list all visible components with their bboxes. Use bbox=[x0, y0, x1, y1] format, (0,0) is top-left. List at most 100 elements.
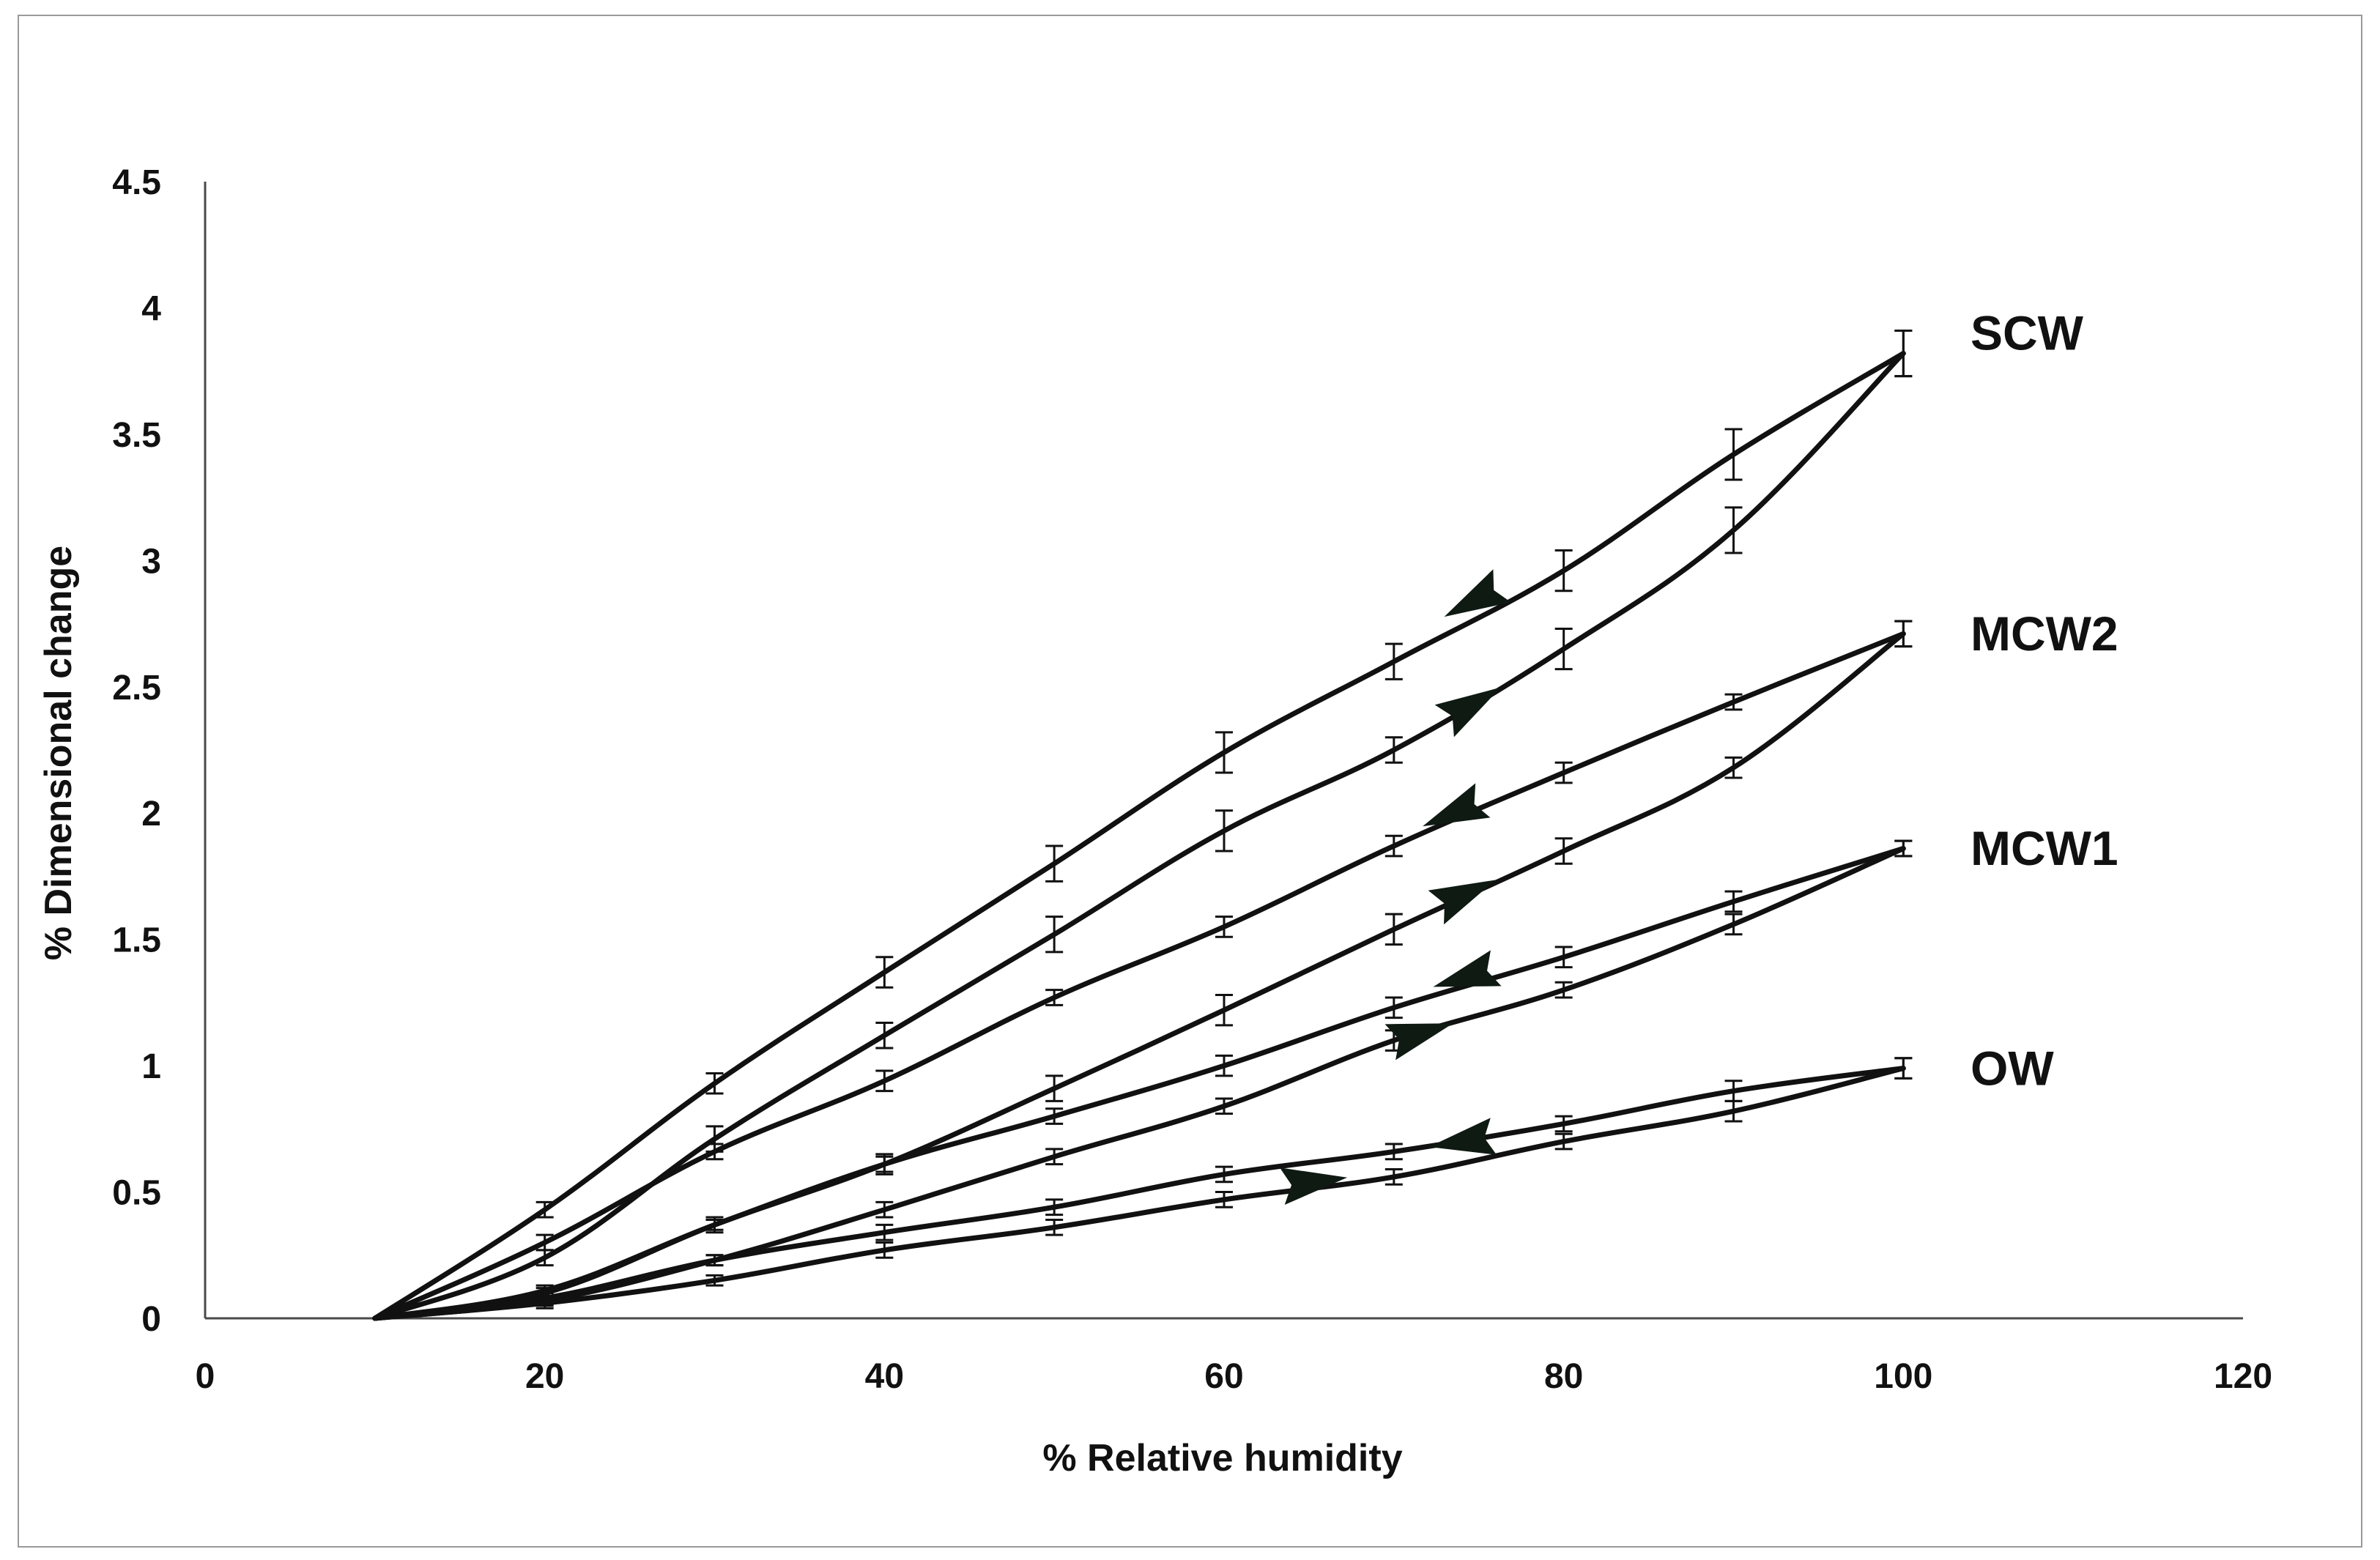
scw-adsorption-error-bar bbox=[1384, 736, 1403, 764]
mcw1-desorption-error-bar bbox=[1724, 890, 1743, 913]
ow-adsorption-arrow bbox=[1279, 1167, 1348, 1205]
series-label-mcw2: MCW2 bbox=[1971, 606, 2118, 661]
y-tick-label: 1 bbox=[141, 1047, 161, 1086]
mcw1-desorption-error-bar bbox=[875, 1155, 894, 1173]
scw-adsorption-error-bar bbox=[1554, 627, 1573, 671]
scw-desorption-arrow bbox=[1444, 569, 1511, 617]
series-label-ow: OW bbox=[1971, 1041, 2054, 1095]
ow-adsorption-error-bar bbox=[1554, 1132, 1573, 1151]
chart-frame bbox=[18, 15, 2362, 1548]
mcw2-desorption-error-bar bbox=[535, 1233, 554, 1252]
scw-adsorption-error-bar bbox=[875, 1021, 894, 1050]
x-tick-labels: 0 20 40 60 80 100 120 bbox=[196, 1357, 2272, 1396]
scw-desorption-error-bar bbox=[1554, 549, 1573, 593]
mcw1-adsorption-error-bar bbox=[1894, 839, 1913, 858]
x-tick-label: 120 bbox=[2214, 1357, 2272, 1396]
scw-adsorption-error-bar bbox=[1215, 809, 1233, 853]
mcw2-desorption-error-bar bbox=[875, 1069, 894, 1093]
scw-desorption-error-bar bbox=[1724, 428, 1743, 481]
mcw1-adsorption-error-bar bbox=[1045, 1148, 1064, 1166]
mcw2-desorption-error-bar bbox=[705, 1143, 724, 1161]
ow-desorption-error-bar bbox=[1045, 1198, 1064, 1217]
scw-adsorption-error-bar bbox=[1724, 506, 1743, 554]
y-tick-label: 4 bbox=[141, 289, 161, 328]
y-axis-title: % Dimensional change bbox=[37, 546, 80, 960]
mcw1-desorption-error-bar bbox=[705, 1218, 724, 1231]
ow-desorption-arrow bbox=[1428, 1118, 1497, 1155]
x-axis-title: % Relative humidity bbox=[1042, 1437, 1402, 1479]
mcw2-desorption-line bbox=[372, 631, 1906, 1321]
scw-desorption-line bbox=[372, 351, 1906, 1321]
mcw2-desorption-error-bar bbox=[1045, 989, 1064, 1006]
scw-desorption-error-bar bbox=[1045, 844, 1064, 883]
ow-adsorption-error-bar bbox=[1724, 1099, 1743, 1123]
ow-adsorption-error-bar bbox=[535, 1296, 554, 1310]
y-tick-labels: 0 0.5 1 1.5 2 2.5 3 3.5 4 4.5 bbox=[112, 163, 161, 1339]
mcw1-adsorption-error-bar bbox=[1554, 981, 1573, 999]
mcw2-adsorption-error-bar bbox=[1554, 837, 1573, 865]
y-tick-label: 0.5 bbox=[112, 1174, 161, 1213]
series-labels: SCW MCW2 MCW1 OW bbox=[1971, 306, 2118, 1096]
mcw1-desorption-error-bar bbox=[1554, 946, 1573, 969]
mcw1-desorption-error-bar bbox=[1384, 996, 1403, 1019]
mcw1-desorption-error-bar bbox=[1215, 1054, 1233, 1077]
series-label-scw: SCW bbox=[1971, 306, 2084, 360]
series-group bbox=[372, 329, 1913, 1321]
ow-desorption-error-bar bbox=[1554, 1115, 1573, 1133]
ow-desorption-error-bar bbox=[1215, 1165, 1233, 1184]
mcw2-desorption-error-bar bbox=[1384, 834, 1403, 858]
scw-adsorption-error-bar bbox=[1045, 915, 1064, 954]
series-label-mcw1: MCW1 bbox=[1971, 821, 2118, 875]
mcw2-desorption-error-bar bbox=[1554, 761, 1573, 784]
scw-adsorption-arrow bbox=[1434, 687, 1501, 738]
y-tick-label: 3 bbox=[141, 542, 161, 581]
x-tick-label: 20 bbox=[525, 1357, 564, 1396]
mcw2-adsorption-error-bar bbox=[1384, 913, 1403, 946]
x-tick-label: 60 bbox=[1204, 1357, 1243, 1396]
mcw1-desorption-error-bar bbox=[1045, 1107, 1064, 1125]
ow-adsorption-error-bar bbox=[1215, 1191, 1233, 1208]
mcw1-desorption-arrow bbox=[1433, 950, 1502, 987]
ow-adsorption-error-bar bbox=[1045, 1218, 1064, 1236]
x-tick-label: 0 bbox=[196, 1357, 215, 1396]
ow-desorption-error-bar bbox=[875, 1223, 894, 1241]
mcw1-adsorption-error-bar bbox=[875, 1200, 894, 1219]
ow-adsorption-error-bar bbox=[1384, 1168, 1403, 1186]
scw-desorption-error-bar bbox=[705, 1071, 724, 1095]
y-tick-label: 4.5 bbox=[112, 163, 161, 202]
scw-desorption-error-bar bbox=[535, 1200, 554, 1219]
y-tick-label: 2.5 bbox=[112, 669, 161, 707]
scw-desorption-error-bar bbox=[1215, 731, 1233, 774]
series-ow bbox=[372, 1057, 1913, 1321]
mcw2-adsorption-arrow bbox=[1428, 880, 1496, 925]
mcw1-adsorption-line bbox=[372, 846, 1906, 1321]
mcw2-desorption-error-bar bbox=[1724, 693, 1743, 711]
mcw2-adsorption-error-bar bbox=[1894, 620, 1913, 648]
ow-desorption-error-bar bbox=[705, 1254, 724, 1267]
mcw2-adsorption-error-bar bbox=[1215, 994, 1233, 1027]
mcw1-adsorption-error-bar bbox=[1215, 1097, 1233, 1115]
ow-adsorption-error-bar bbox=[705, 1274, 724, 1287]
ow-adsorption-error-bar bbox=[875, 1241, 894, 1259]
x-tick-label: 100 bbox=[1874, 1357, 1932, 1396]
scw-desorption-error-bar bbox=[875, 956, 894, 989]
x-tick-label: 80 bbox=[1544, 1357, 1583, 1396]
y-tick-label: 3.5 bbox=[112, 416, 161, 455]
mcw2-adsorption-error-bar bbox=[1045, 1074, 1064, 1102]
ow-desorption-error-bar bbox=[1384, 1143, 1403, 1161]
ow-desorption-line bbox=[372, 1066, 1906, 1321]
y-tick-label: 2 bbox=[141, 795, 161, 833]
scw-adsorption-error-bar bbox=[1894, 329, 1913, 378]
mcw2-desorption-error-bar bbox=[1215, 915, 1233, 938]
y-tick-label: 0 bbox=[141, 1300, 161, 1339]
axes-group: 0 20 40 60 80 100 120 0 0.5 1 1.5 2 2.5 3 3.5 4 4.5 bbox=[112, 163, 2272, 1396]
mcw2-desorption-arrow bbox=[1423, 783, 1491, 827]
mcw1-adsorption-arrow bbox=[1384, 1023, 1453, 1061]
mcw1-desorption-line bbox=[372, 846, 1906, 1321]
x-tick-label: 40 bbox=[865, 1357, 904, 1396]
mcw2-adsorption-error-bar bbox=[1724, 756, 1743, 779]
ow-adsorption-error-bar bbox=[1894, 1057, 1913, 1080]
